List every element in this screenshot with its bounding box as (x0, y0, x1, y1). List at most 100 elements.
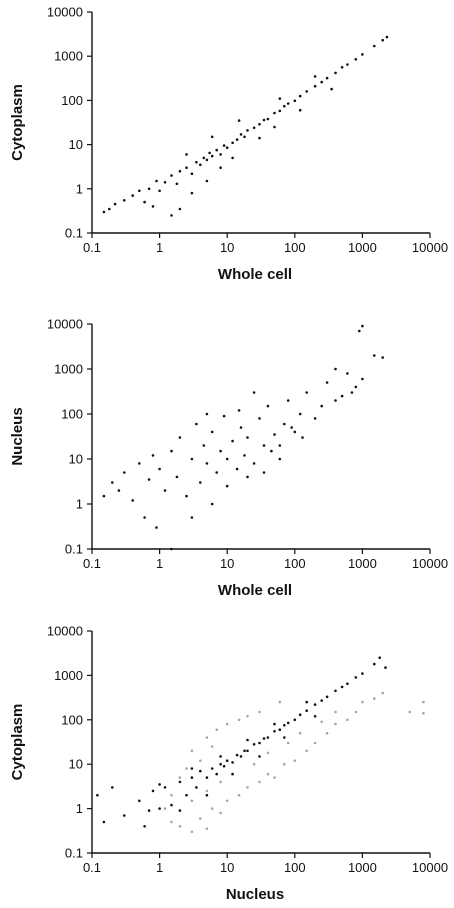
data-point (385, 35, 389, 39)
data-point (313, 84, 317, 88)
data-point (170, 820, 173, 824)
data-point (158, 783, 161, 786)
data-point (293, 718, 297, 722)
data-point (151, 789, 155, 793)
data-point (199, 481, 202, 484)
data-point (298, 731, 302, 735)
data-point (305, 90, 309, 93)
data-point (381, 356, 385, 359)
data-point (215, 471, 218, 474)
data-point (190, 172, 194, 175)
data-point (273, 722, 276, 726)
data-point (270, 449, 273, 453)
panel-cytoplasm-vs-nucleus: 0.1 1 10 100 1000 10000 0.1 1 10 100 1000 10000 Nucl… (9, 624, 448, 904)
data-point (330, 87, 333, 91)
data-point (178, 825, 182, 828)
data-point (210, 430, 214, 434)
x-tick-label: 0.1 (83, 556, 101, 571)
data-point (219, 755, 222, 758)
data-point (225, 146, 229, 149)
data-point (346, 682, 349, 685)
data-point (143, 516, 146, 519)
data-point (252, 126, 256, 130)
x-tick-label: 0.1 (83, 860, 101, 875)
data-point (143, 825, 146, 828)
panel-nucleus-vs-whole-cell: 0.1 1 10 100 1000 10000 0.1 1 10 100 1000 10000 Whol… (9, 317, 448, 600)
data-point (320, 699, 324, 702)
data-point (246, 738, 249, 742)
data-point (273, 433, 276, 436)
data-point (258, 741, 261, 745)
data-point (301, 436, 304, 439)
panel-cytoplasm-vs-whole-cell: 0.1 1 10 100 1000 10000 0.1 1 10 100 1000 10000 Whol… (9, 5, 448, 284)
data-point (239, 755, 243, 758)
data-point (178, 776, 182, 779)
data-point (346, 372, 349, 375)
data-point (361, 377, 364, 381)
data-point (163, 489, 167, 492)
data-point (102, 820, 106, 824)
data-point (210, 135, 214, 139)
data-point (117, 489, 121, 492)
data-point (266, 751, 270, 755)
data-point (381, 691, 385, 695)
data-point (215, 148, 218, 152)
data-point (235, 467, 239, 471)
x-tick-label: 1000 (348, 556, 377, 571)
data-point (246, 436, 249, 439)
x-tick-label: 100 (284, 240, 306, 255)
data-point (225, 484, 229, 488)
y-tick-label: 0.1 (65, 542, 83, 557)
data-point (147, 478, 151, 481)
data-point (219, 762, 222, 766)
data-point (278, 457, 282, 461)
data-point (175, 475, 179, 479)
data-point (273, 125, 276, 129)
data-point (231, 772, 234, 776)
data-point (123, 199, 126, 202)
data-point (373, 697, 376, 700)
data-point (210, 767, 214, 770)
data-point (190, 749, 194, 753)
series-0 (102, 324, 385, 551)
data-point (378, 656, 382, 659)
data-point (273, 111, 276, 115)
data-point (215, 772, 218, 776)
data-point (231, 156, 234, 160)
data-point (262, 118, 266, 122)
x-tick-label: 10 (220, 860, 234, 875)
data-point (422, 712, 425, 715)
data-point (361, 700, 364, 704)
data-point (151, 205, 155, 208)
y-tick-label: 100 (61, 93, 83, 108)
data-point (111, 481, 114, 484)
data-point (320, 80, 324, 84)
data-point (298, 94, 302, 98)
data-point (123, 814, 126, 817)
data-point (111, 786, 114, 789)
data-point (108, 207, 111, 211)
data-point (361, 672, 364, 675)
data-point (205, 412, 209, 416)
data-point (313, 715, 317, 718)
data-point (219, 449, 222, 453)
data-point (258, 136, 261, 140)
y-tick-label: 10000 (47, 317, 83, 332)
data-point (283, 104, 286, 108)
data-point (155, 179, 158, 183)
data-point (235, 138, 239, 141)
y-tick-label: 1 (76, 801, 83, 816)
data-point (205, 179, 209, 183)
data-point (210, 745, 214, 748)
data-point (334, 689, 337, 693)
data-point (334, 399, 337, 402)
data-point (163, 181, 167, 184)
data-point (205, 776, 209, 779)
data-point (340, 394, 344, 398)
data-point (278, 109, 282, 113)
y-tick-label: 100 (61, 407, 83, 422)
data-point (143, 200, 146, 204)
data-point (305, 391, 309, 394)
data-point (346, 718, 349, 722)
data-point (155, 526, 158, 529)
